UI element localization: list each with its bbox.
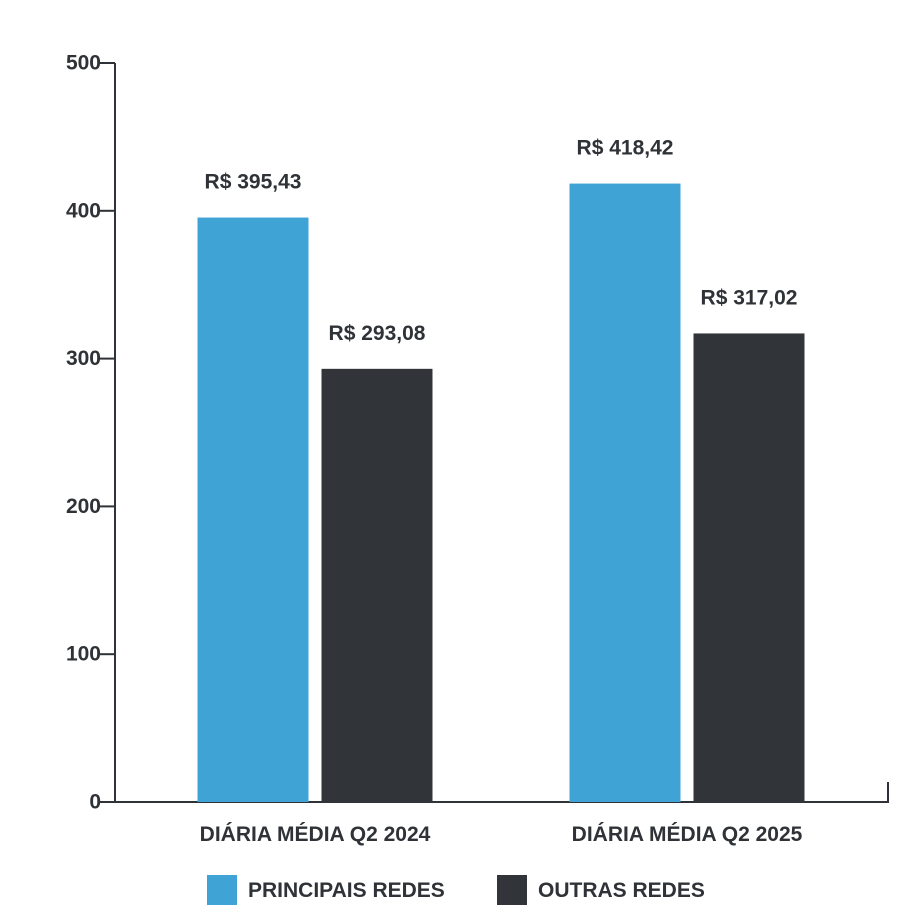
- x-category-label: DIÁRIA MÉDIA Q2 2024: [200, 823, 431, 846]
- y-axis-ticks: 0 100 200 300 400 500: [66, 52, 115, 814]
- bar: [321, 368, 433, 802]
- legend-label: PRINCIPAIS REDES: [248, 879, 445, 902]
- bar: [569, 183, 681, 802]
- y-tick-label: 500: [66, 52, 101, 75]
- legend-swatch: [207, 875, 237, 905]
- legend: PRINCIPAIS REDES OUTRAS REDES: [207, 875, 705, 905]
- bar: [693, 333, 805, 802]
- bar-value-label: R$ 395,43: [205, 171, 302, 194]
- category-labels: DIÁRIA MÉDIA Q2 2024 DIÁRIA MÉDIA Q2 2025: [200, 823, 803, 846]
- legend-label: OUTRAS REDES: [538, 879, 705, 902]
- y-tick-label: 200: [66, 495, 101, 518]
- y-tick-label: 0: [89, 791, 101, 814]
- y-tick-label: 300: [66, 347, 101, 370]
- bar-value-label: R$ 418,42: [577, 137, 674, 160]
- x-category-label: DIÁRIA MÉDIA Q2 2025: [572, 823, 803, 846]
- bar-value-label: R$ 293,08: [329, 322, 426, 345]
- data-labels: R$ 395,43 R$ 293,08 R$ 418,42 R$ 317,02: [205, 137, 798, 345]
- y-tick-label: 400: [66, 199, 101, 222]
- bar: [197, 217, 309, 803]
- legend-swatch: [497, 875, 527, 905]
- bars: [197, 183, 805, 803]
- bar-value-label: R$ 317,02: [701, 286, 798, 309]
- y-tick-label: 100: [66, 643, 101, 666]
